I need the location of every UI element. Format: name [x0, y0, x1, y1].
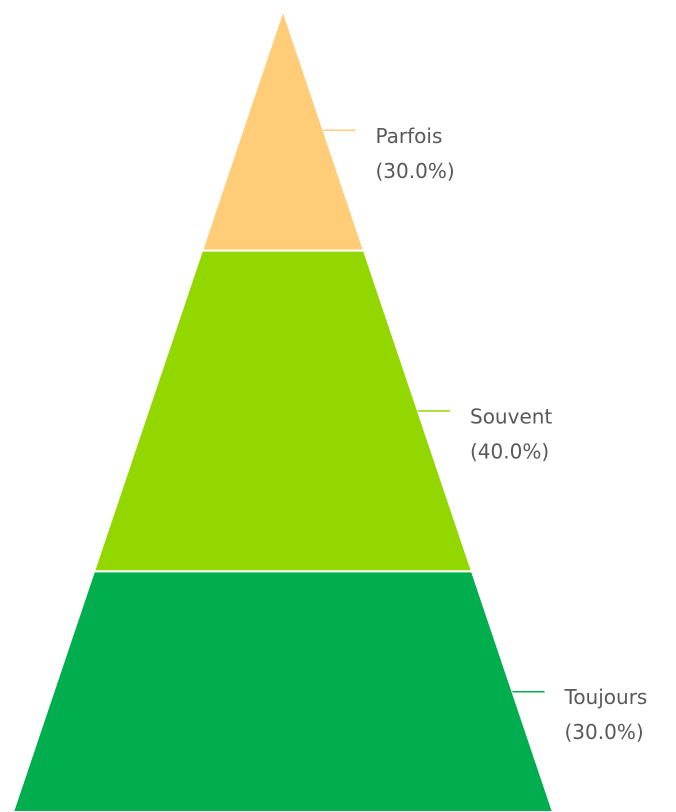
segment-value-label: (40.0%): [470, 440, 549, 464]
segment-label: Souvent: [470, 405, 552, 429]
segment-value-label: (30.0%): [376, 159, 455, 183]
pyramid-segment: [11, 570, 555, 812]
segment-label: Parfois: [376, 124, 443, 148]
segment-label: Toujours: [564, 685, 648, 709]
pyramid-segment: [92, 249, 474, 573]
segment-value-label: (30.0%): [565, 720, 644, 744]
